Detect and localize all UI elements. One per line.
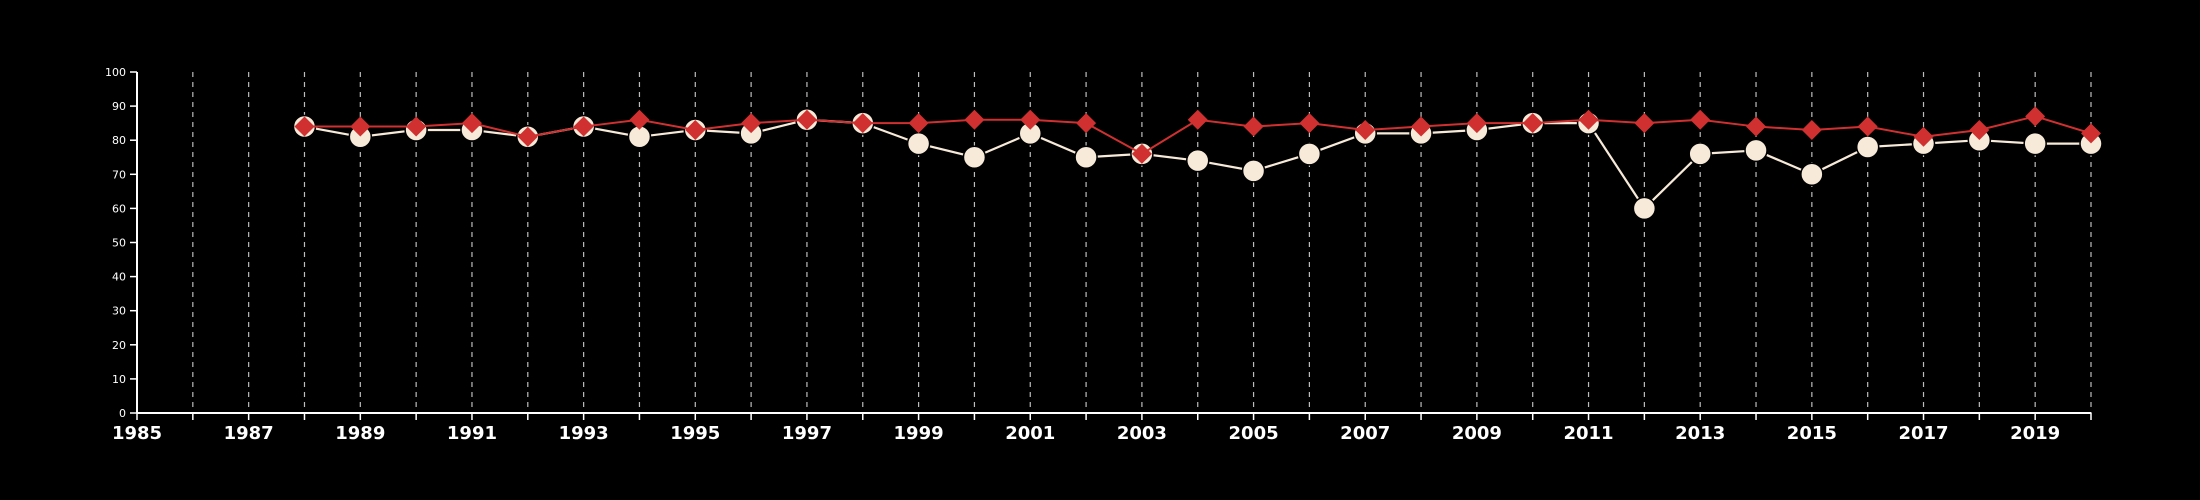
data-point-diamond <box>1522 113 1543 134</box>
y-tick-label: 100 <box>105 66 126 79</box>
data-point-diamond <box>2025 106 2046 127</box>
data-point-diamond <box>741 113 762 134</box>
x-tick-label: 2019 <box>2010 423 2060 444</box>
x-tick-label: 1991 <box>447 423 497 444</box>
x-tick-label: 2013 <box>1675 423 1725 444</box>
data-point-circle <box>1688 142 1712 166</box>
data-point-diamond <box>964 109 985 130</box>
x-tick-label: 2011 <box>1563 423 1613 444</box>
x-tick-label: 1999 <box>894 423 944 444</box>
data-point-diamond <box>685 119 706 140</box>
y-tick-label: 20 <box>112 339 126 352</box>
data-point-diamond <box>1187 109 1208 130</box>
data-point-circle <box>906 131 931 156</box>
x-tick-label: 2009 <box>1452 423 1502 444</box>
data-point-diamond <box>517 126 538 147</box>
y-tick-label: 50 <box>112 237 126 250</box>
data-point-diamond <box>1913 126 1934 147</box>
axes <box>136 72 2091 414</box>
data-point-diamond <box>1746 116 1767 137</box>
data-point-circle <box>1744 138 1768 163</box>
data-point-diamond <box>1801 119 1822 140</box>
x-tick-label: 2003 <box>1117 423 1167 444</box>
data-point-diamond <box>406 116 427 137</box>
data-point-circle <box>1297 142 1322 166</box>
data-point-diamond <box>1076 113 1097 134</box>
data-point-circle <box>1632 196 1657 221</box>
series-circle <box>292 107 2103 221</box>
x-tick-label: 2007 <box>1340 423 1390 444</box>
y-tick-label: 80 <box>112 134 126 147</box>
y-tick-label: 40 <box>112 271 126 284</box>
data-point-diamond <box>1634 113 1655 134</box>
data-point-diamond <box>573 116 594 137</box>
y-tick-label: 10 <box>112 373 126 386</box>
data-point-diamond <box>1243 116 1264 137</box>
data-point-diamond <box>796 109 817 130</box>
data-point-diamond <box>1411 116 1432 137</box>
x-tick-label: 1989 <box>335 423 385 444</box>
data-point-diamond <box>1299 113 1320 134</box>
series-diamond <box>294 106 2101 164</box>
y-tick-label: 30 <box>112 305 126 318</box>
x-tick-label: 2017 <box>1898 423 1948 444</box>
data-point-diamond <box>1969 119 1990 140</box>
data-point-circle <box>1800 162 1824 187</box>
data-point-diamond <box>1690 109 1711 130</box>
x-tick-label: 1993 <box>559 423 609 444</box>
data-point-circle <box>962 145 987 169</box>
data-point-diamond <box>908 113 929 134</box>
data-point-circle <box>2023 131 2047 156</box>
grid-lines <box>192 72 2092 413</box>
data-point-diamond <box>1020 109 1041 130</box>
data-point-diamond <box>629 109 650 130</box>
x-tick-label: 2015 <box>1787 423 1837 444</box>
y-tick-label: 60 <box>112 202 126 215</box>
data-point-diamond <box>461 113 482 134</box>
data-point-diamond <box>1857 116 1878 137</box>
data-point-circle <box>1074 145 1098 169</box>
data-point-circle <box>1855 135 1880 159</box>
data-point-diamond <box>1466 113 1487 134</box>
data-point-diamond <box>1355 119 1376 140</box>
y-tick-label: 70 <box>112 168 126 181</box>
x-tick-label: 2005 <box>1229 423 1279 444</box>
x-tick-label: 2001 <box>1005 423 1055 444</box>
y-tick-label: 0 <box>119 407 126 420</box>
data-point-diamond <box>294 116 315 137</box>
x-tick-label: 1985 <box>112 423 162 444</box>
data-point-diamond <box>852 113 873 134</box>
data-point-diamond <box>350 116 371 137</box>
x-tick-label: 1997 <box>782 423 832 444</box>
data-point-diamond <box>1131 143 1152 164</box>
x-tick-label: 1987 <box>224 423 274 444</box>
data-point-circle <box>1185 148 1210 173</box>
tick-marks: 0 10 20 30 40 50 60 70 80 90 100 1985 1987 1989 1991 19… <box>105 66 2092 444</box>
x-tick-label: 1995 <box>670 423 720 444</box>
series <box>292 106 2103 221</box>
data-point-diamond <box>2081 123 2101 144</box>
y-tick-label: 90 <box>112 100 126 113</box>
data-point-circle <box>1241 159 1266 183</box>
data-point-diamond <box>1578 109 1599 130</box>
